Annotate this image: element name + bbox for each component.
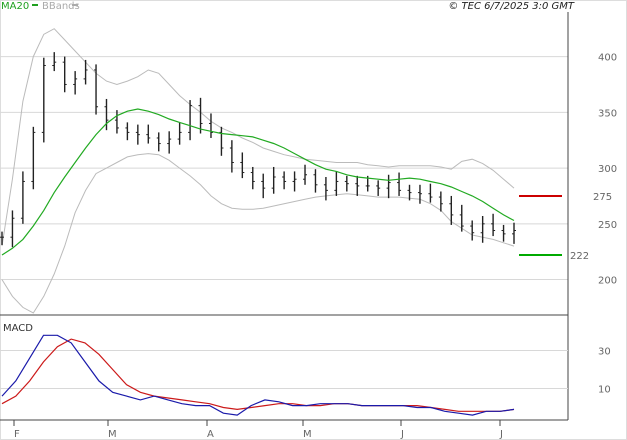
price-bars-layer <box>0 52 516 248</box>
target-label: 222 <box>570 251 589 262</box>
price-y-tick-label: 400 <box>598 53 617 64</box>
targets-layer: 275 222 <box>519 192 612 262</box>
bbands-lower-line <box>1 153 515 314</box>
price-y-axis: 200 250 300 350 400 <box>598 53 617 287</box>
price-y-tick-label: 200 <box>598 276 617 287</box>
ma20-line <box>1 108 515 256</box>
x-tick-label: M <box>303 429 312 440</box>
legend-ma20: MA20 <box>1 1 29 12</box>
x-tick-label: M <box>108 429 117 440</box>
legend-bbands: BBands <box>42 1 80 12</box>
macd-y-tick-label: 30 <box>598 347 611 358</box>
price-y-tick-label: 300 <box>598 164 617 175</box>
signal-line <box>1 338 515 412</box>
macd-line <box>1 334 515 416</box>
macd-y-tick-label: 10 <box>598 385 611 396</box>
bbands-layer <box>1 28 515 314</box>
macd-grid <box>0 350 568 389</box>
x-tick-label: J <box>499 429 503 440</box>
target-label: 275 <box>593 192 612 203</box>
price-y-tick-label: 250 <box>598 220 617 231</box>
price-y-tick-label: 350 <box>598 108 617 119</box>
macd-lines-layer <box>1 334 515 416</box>
x-tick-label: A <box>207 429 214 440</box>
x-tick-label: J <box>400 429 404 440</box>
macd-title: MACD <box>3 323 33 334</box>
x-tick-label: F <box>14 429 20 440</box>
price-grid <box>0 56 568 281</box>
bbands-upper-line <box>1 28 515 247</box>
timestamp-label: © TEC 6/7/2025 3:0 GMT <box>448 1 575 12</box>
macd-y-axis: 10 30 <box>598 347 611 396</box>
ma20-layer <box>1 108 515 256</box>
